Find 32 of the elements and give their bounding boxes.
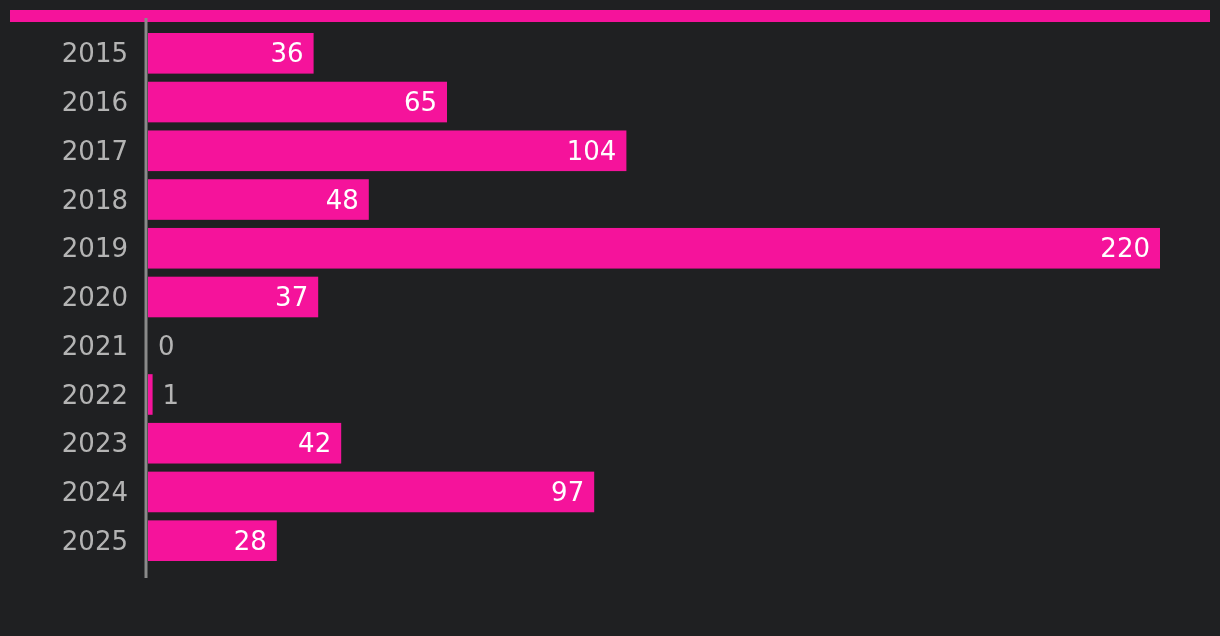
- data-label: 37: [275, 282, 309, 313]
- data-label: 104: [566, 135, 617, 166]
- bar: [148, 33, 314, 74]
- data-label: 36: [270, 38, 304, 69]
- data-label: 42: [298, 428, 332, 459]
- bar: [148, 422, 342, 464]
- bar: [148, 520, 277, 561]
- y-tick-label: 2025: [61, 525, 128, 556]
- bar: [148, 276, 319, 318]
- data-label: 1: [162, 379, 180, 410]
- y-tick-label: 2021: [61, 330, 128, 361]
- bar: [148, 227, 1160, 269]
- data-label: 65: [403, 87, 437, 118]
- data-label: 48: [325, 184, 359, 215]
- y-tick-label: 2022: [61, 379, 128, 410]
- y-tick-label: 2023: [61, 428, 128, 459]
- data-label: 28: [233, 525, 267, 556]
- y-tick-label: 2018: [61, 184, 128, 215]
- y-tick-label: 2020: [61, 282, 128, 313]
- bar: [148, 374, 153, 415]
- y-tick-label: 2016: [61, 87, 128, 118]
- data-label: 97: [551, 477, 585, 508]
- data-label: 220: [1100, 233, 1150, 264]
- y-tick-label: 2024: [61, 477, 128, 508]
- y-tick-label: 2019: [61, 233, 128, 264]
- bar: [148, 471, 595, 513]
- bar: [148, 130, 627, 172]
- bar: [148, 81, 447, 123]
- y-tick-label: 2017: [61, 135, 128, 166]
- bar: [148, 179, 369, 220]
- y-tick-label: 2015: [61, 38, 128, 69]
- data-label: 0: [158, 330, 175, 361]
